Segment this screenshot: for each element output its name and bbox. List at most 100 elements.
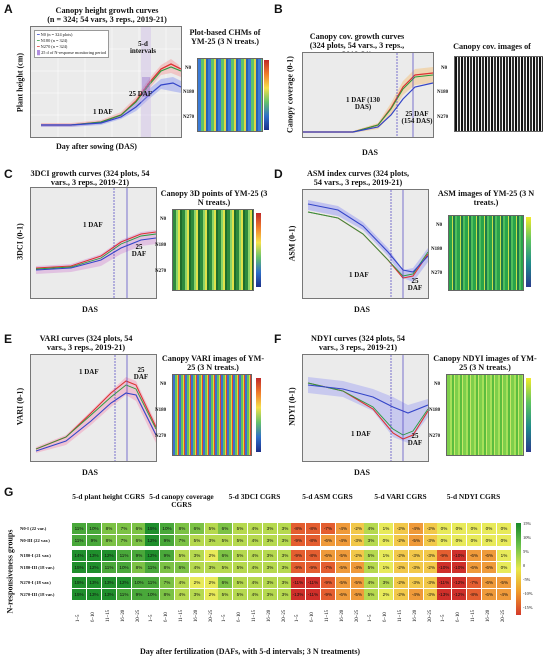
heatmap-x-tick: 11~15	[106, 609, 111, 622]
heatmap-cell: 0%	[379, 535, 393, 546]
panel-c: C 3DCI growth curves (324 plots, 54 vars…	[0, 165, 270, 320]
heatmap-x-tick: 6~10	[91, 612, 96, 622]
heatmap-cell: 5%	[218, 562, 232, 573]
heatmap-cell: -4%	[409, 589, 423, 600]
heatmap-cell: 6%	[218, 550, 232, 561]
heatmap-cell: 5%	[364, 550, 378, 561]
annotation-intervals: 5-d intervals	[129, 40, 157, 55]
heatmap-cell: 8%	[102, 535, 116, 546]
heatmap-cell: -2%	[394, 577, 408, 588]
heatmap-colorbar	[516, 523, 521, 615]
heatmap-x-tick: 11~15	[398, 609, 403, 622]
y-axis-label: N-responsiveness groups	[5, 529, 15, 614]
heatmap-cell: -6%	[482, 550, 496, 561]
legend: ━ N0 (n = 324 plots) ━ N180 (n = 324) ━ …	[34, 30, 110, 58]
heatmap-cell: 5%	[364, 562, 378, 573]
heatmap-x-tick: 1~5	[441, 614, 446, 622]
heatmap-cell: -9%	[291, 535, 305, 546]
image-title: Canopy cov. images of	[453, 42, 531, 51]
heatmap-cell: -11%	[306, 577, 320, 588]
heatmap-cell: -8%	[467, 589, 481, 600]
heatmap-cell: 13%	[87, 589, 101, 600]
row-label-n180: N180	[429, 408, 441, 413]
heatmap-cell: 2%	[379, 589, 393, 600]
heatmap-cell: -5%	[336, 577, 350, 588]
heatmap-cell: 10%	[160, 523, 174, 534]
heatmap-cell: 4%	[175, 589, 189, 600]
chart-title: ASM index curves (324 plots, 54 vars., 3…	[306, 169, 410, 187]
heatmap-cell: 12%	[87, 562, 101, 573]
panel-label: D	[274, 167, 283, 181]
panel-a: A Canopy height growth curves (n = 324; …	[0, 0, 270, 160]
image-title: Plot-based CHMs of YM-25 (3 N treats.)	[189, 28, 261, 46]
y-axis-label: Plant height (cm)	[15, 52, 25, 113]
heatmap-x-tick: 11~15	[179, 609, 184, 622]
heatmap-x-tick: 20~25	[136, 609, 141, 622]
heatmap-cell: -5%	[351, 577, 365, 588]
heatmap-row-label: N0-I (22 var.)	[20, 526, 47, 531]
heatmap-cell: 15%	[72, 577, 86, 588]
panel-d: D ASM index curves (324 plots, 54 vars.,…	[272, 165, 543, 320]
heatmap-cell: -3%	[409, 577, 423, 588]
heatmap-cell: -3%	[424, 550, 438, 561]
panel-label: A	[4, 2, 13, 16]
heatmap-cell: -3%	[424, 577, 438, 588]
heatmap-cell: 13%	[87, 577, 101, 588]
heatmap-cell: 9%	[87, 535, 101, 546]
x-axis-label: DAS	[354, 468, 371, 477]
chart-title: VARI curves (324 plots, 54 vars., 3 reps…	[39, 334, 133, 352]
chart-title: Canopy height growth curves (n = 324; 54…	[32, 6, 182, 24]
heatmap-cell: -8%	[291, 523, 305, 534]
row-label-n270: N270	[431, 271, 443, 276]
heatmap-x-tick: 16~20	[121, 609, 126, 622]
heatmap-cell: -4%	[409, 523, 423, 534]
image-title: Canopy VARI images of YM-25 (3 N treats.…	[161, 354, 265, 372]
heatmap-cell: 13%	[102, 589, 116, 600]
row-label-n0: N0	[185, 66, 192, 71]
heatmap-cell: 5%	[205, 523, 219, 534]
annotation-25daf: 25 DAF	[407, 277, 423, 292]
plot-area: ━ N0 (n = 324 plots) ━ N180 (n = 324) ━ …	[30, 26, 182, 138]
heatmap-cell: -9%	[291, 550, 305, 561]
heatmap-cell: -2%	[351, 550, 365, 561]
annotation-25daf: 25 DAF (154 DAS)	[401, 110, 433, 125]
heatmap-cell: 3%	[364, 535, 378, 546]
ndyi-images	[446, 374, 524, 456]
heatmap-cell: -12%	[452, 589, 466, 600]
heatmap-cell: 14%	[72, 550, 86, 561]
x-axis-label: DAS	[82, 468, 99, 477]
heatmap-cell: 3%	[190, 550, 204, 561]
heatmap-cell: 9%	[132, 589, 146, 600]
heatmap-cell: 3%	[263, 589, 277, 600]
heatmap-cell: 3%	[278, 562, 292, 573]
heatmap-cell: 9%	[132, 550, 146, 561]
annotation-25daf: 25 DAF	[131, 243, 147, 258]
heatmap-cell: -2%	[394, 523, 408, 534]
legend-n0: ━ N0 (n = 324 plots)	[37, 32, 73, 37]
annotation-1daf: 1 DAF	[93, 108, 113, 116]
heatmap-cell: 1%	[379, 550, 393, 561]
heatmap-group-title: 5-d ASM CGRS	[302, 492, 353, 501]
heatmap-cell: -3%	[424, 535, 438, 546]
heatmap-cell: 10%	[117, 562, 131, 573]
heatmap-cell: 13%	[87, 550, 101, 561]
heatmap-row-label: N180-I (21 var.)	[20, 553, 51, 558]
heatmap-cell: 10%	[145, 589, 159, 600]
heatmap-cell: 4%	[248, 535, 262, 546]
plot-area: 1 DAF 25 DAF	[302, 189, 429, 299]
heatmap-cell: 5%	[190, 535, 204, 546]
row-label-n180: N180	[155, 243, 167, 248]
heatmap-cell: 5%	[175, 550, 189, 561]
heatmap-cell: 3%	[278, 523, 292, 534]
x-axis-label: DAS	[354, 305, 371, 314]
heatmap-cell: 2%	[205, 550, 219, 561]
heatmap-cell: 4%	[248, 589, 262, 600]
heatmap-cell: 6%	[190, 523, 204, 534]
heatmap-cell: -6%	[482, 562, 496, 573]
row-label-n270: N270	[155, 434, 167, 439]
heatmap-cell: -10%	[437, 562, 451, 573]
heatmap-cell: 5%	[218, 589, 232, 600]
heatmap-cell: -5%	[351, 589, 365, 600]
colorbar	[526, 217, 531, 287]
heatmap-cell: -5%	[336, 562, 350, 573]
